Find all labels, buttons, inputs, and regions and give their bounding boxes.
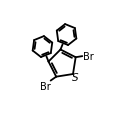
Text: Br: Br: [83, 52, 93, 62]
Text: Br: Br: [40, 81, 50, 91]
Text: S: S: [72, 72, 78, 82]
